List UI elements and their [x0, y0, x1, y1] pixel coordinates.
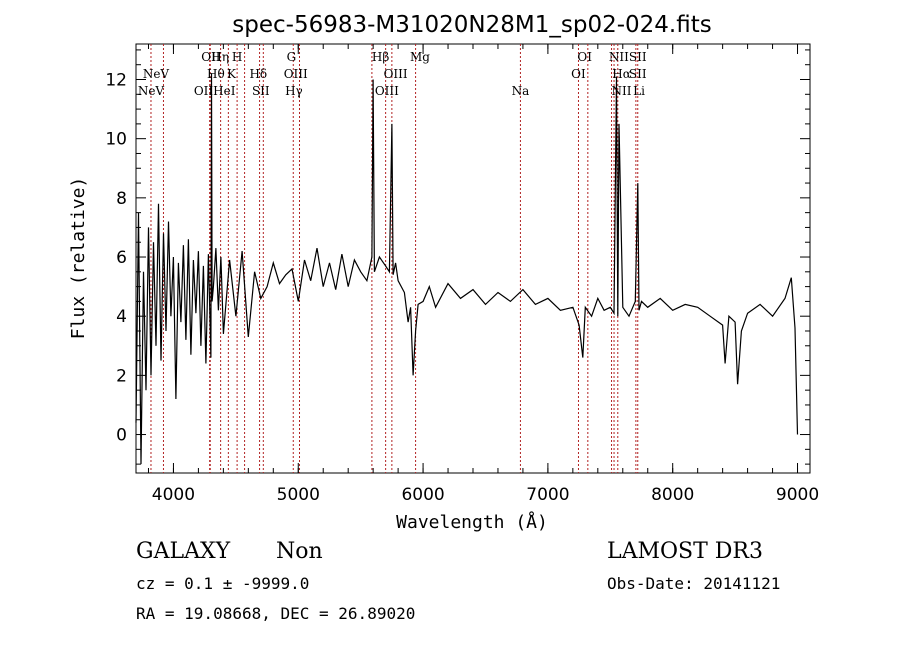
x-tick-label-2: 6000	[401, 485, 444, 505]
survey-name: LAMOST DR3	[607, 539, 763, 564]
y-tick-label-1: 2	[116, 366, 127, 386]
line-label-top-7: NIISII	[609, 50, 647, 64]
x-axis-label: Wavelength (Å)	[396, 511, 548, 533]
line-label-mid-5: OIII	[384, 67, 408, 81]
line-label-top-6: OI	[577, 50, 592, 64]
y-tick-label-2: 4	[116, 307, 127, 327]
y-tick-label-3: 6	[116, 248, 127, 268]
object-type: GALAXY	[136, 539, 231, 564]
line-label-low-3: Hγ	[285, 84, 303, 98]
line-label-low-7: Li	[633, 84, 645, 98]
line-label-top-5: Mg	[410, 50, 430, 64]
line-label-low-2: SII	[252, 84, 270, 98]
y-tick-label-4: 8	[116, 189, 127, 209]
object-subclass: Non	[276, 539, 323, 564]
line-label-low-6: NII	[612, 84, 632, 98]
line-label-mid-0: NeV	[143, 67, 170, 81]
y-tick-label-0: 0	[116, 426, 127, 446]
line-label-top-2: H	[232, 50, 242, 64]
x-axis-ticks: 4000 5000 6000 7000 8000 9000	[147, 44, 819, 505]
y-axis-label: Flux (relative)	[68, 177, 89, 340]
line-label-top-0: OII	[201, 50, 221, 64]
y-axis-ticks: 0 2 4 6 8 10 12	[105, 49, 810, 465]
line-label-low-5: Na	[512, 84, 530, 98]
spectrum-series-line	[135, 73, 799, 465]
line-label-mid-4: OIII	[284, 67, 308, 81]
chart-title: spec-56983-M31020N28M1_sp02-024.fits	[232, 12, 711, 38]
line-label-low-4: OIII	[375, 84, 399, 98]
line-label-mid-1: Hθ	[207, 67, 225, 81]
x-tick-label-1: 5000	[277, 485, 320, 505]
line-label-low-1: OIIHeI	[194, 84, 236, 98]
coordinates-readout: RA = 19.08668, DEC = 26.89020	[136, 604, 415, 623]
emission-line-markers	[150, 44, 639, 473]
redshift-readout: cz = 0.1 ± -9999.0	[136, 574, 309, 593]
line-label-top-3: G	[287, 50, 297, 64]
observation-date: Obs-Date: 20141121	[607, 574, 780, 593]
line-label-top-1: Hη	[211, 50, 229, 64]
line-label-mid-3: Hδ	[249, 67, 267, 81]
line-label-low-0: NeV	[138, 84, 165, 98]
x-tick-label-4: 8000	[651, 485, 694, 505]
y-tick-label-5: 10	[105, 130, 127, 150]
x-tick-label-0: 4000	[152, 485, 195, 505]
line-label-mid-8: SII	[629, 67, 647, 81]
line-label-mid-6: OI	[571, 67, 586, 81]
line-label-mid-2: K	[227, 67, 237, 81]
x-tick-label-3: 7000	[526, 485, 569, 505]
line-label-top-4: Hβ	[372, 50, 389, 64]
x-tick-label-5: 9000	[776, 485, 819, 505]
y-tick-label-6: 12	[105, 71, 127, 91]
